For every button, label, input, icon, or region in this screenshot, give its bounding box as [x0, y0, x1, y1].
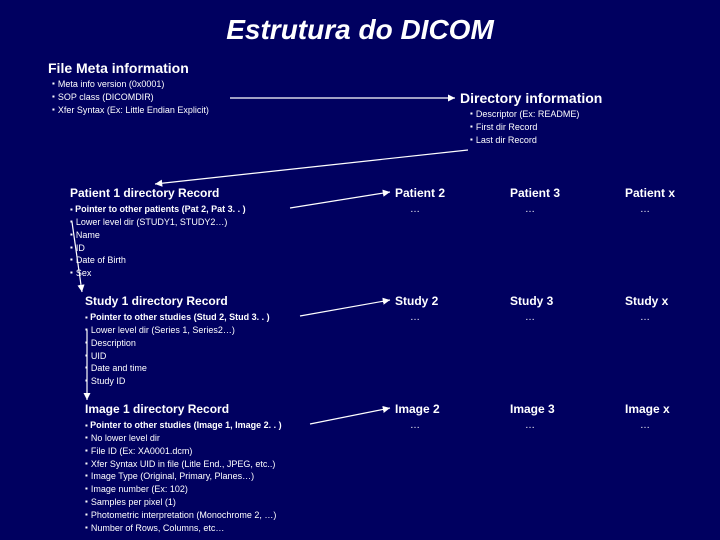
patientx-heading: Patient x: [625, 186, 675, 200]
patient1-sub-text: Pointer to other patients (Pat 2, Pat 3.…: [75, 204, 246, 214]
image3-heading: Image 3: [510, 402, 555, 416]
bullet-item: Last dir Record: [470, 134, 579, 147]
study1-bullets: Lower level dir (Series 1, Series2…)Desc…: [85, 324, 235, 388]
bullet-item: Image Type (Original, Primary, Planes…): [85, 470, 276, 483]
imagex-heading: Image x: [625, 402, 670, 416]
bullet-item: File ID (Ex: XA0001.dcm): [85, 445, 276, 458]
patient1-bullets: Lower level dir (STUDY1, STUDY2…)NameIDD…: [70, 216, 227, 280]
directory-info-heading: Directory information: [460, 90, 602, 106]
bullet-item: Sex: [70, 267, 227, 280]
study3-heading: Study 3: [510, 294, 553, 308]
image2-heading: Image 2: [395, 402, 440, 416]
directory-info-bullets: Descriptor (Ex: README)First dir RecordL…: [470, 108, 579, 146]
file-meta-bullets: Meta info version (0x0001)SOP class (DIC…: [52, 78, 209, 116]
bullet-item: Meta info version (0x0001): [52, 78, 209, 91]
bullet-item: Name: [70, 229, 227, 242]
study2-dots: …: [410, 312, 420, 323]
studyx-heading: Study x: [625, 294, 668, 308]
study1-heading: Study 1 directory Record: [85, 294, 228, 308]
patient2-dots: …: [410, 204, 420, 215]
patient2-heading: Patient 2: [395, 186, 445, 200]
bullet-item: Image number (Ex: 102): [85, 483, 276, 496]
bullet-item: Photometric interpretation (Monochrome 2…: [85, 509, 276, 522]
bullet-item: No lower level dir: [85, 432, 276, 445]
study1-sub-text: Pointer to other studies (Stud 2, Stud 3…: [90, 312, 270, 322]
bullet-item: Date of Birth: [70, 254, 227, 267]
bullet-item: Description: [85, 337, 235, 350]
file-meta-heading: File Meta information: [48, 60, 189, 76]
image3-dots: …: [525, 420, 535, 431]
bullet-item: Lower level dir (Series 1, Series2…): [85, 324, 235, 337]
image1-sub-text: Pointer to other studies (Image 1, Image…: [90, 420, 282, 430]
bullet-item: UID: [85, 350, 235, 363]
slide-title: Estrutura do DICOM: [0, 14, 720, 46]
bullet-item: Date and time: [85, 362, 235, 375]
patientx-dots: …: [640, 204, 650, 215]
patient1-subhead: ▪ Pointer to other patients (Pat 2, Pat …: [70, 204, 246, 214]
image2-dots: …: [410, 420, 420, 431]
bullet-item: Descriptor (Ex: README): [470, 108, 579, 121]
bullet-item: Lower level dir (STUDY1, STUDY2…): [70, 216, 227, 229]
patient3-heading: Patient 3: [510, 186, 560, 200]
bullet-item: ID: [70, 242, 227, 255]
image1-bullets: No lower level dirFile ID (Ex: XA0001.dc…: [85, 432, 276, 534]
bullet-item: Study ID: [85, 375, 235, 388]
bullet-item: Xfer Syntax UID in file (Litle End., JPE…: [85, 458, 276, 471]
bullet-item: Samples per pixel (1): [85, 496, 276, 509]
image1-heading: Image 1 directory Record: [85, 402, 229, 416]
study2-heading: Study 2: [395, 294, 438, 308]
study3-dots: …: [525, 312, 535, 323]
bullet-item: SOP class (DICOMDIR): [52, 91, 209, 104]
bullet-item: Xfer Syntax (Ex: Little Endian Explicit): [52, 104, 209, 117]
bullet-item: Number of Rows, Columns, etc…: [85, 522, 276, 535]
patient3-dots: …: [525, 204, 535, 215]
image1-subhead: ▪ Pointer to other studies (Image 1, Ima…: [85, 420, 282, 430]
study1-subhead: ▪ Pointer to other studies (Stud 2, Stud…: [85, 312, 270, 322]
bullet-item: First dir Record: [470, 121, 579, 134]
patient1-heading: Patient 1 directory Record: [70, 186, 219, 200]
studyx-dots: …: [640, 312, 650, 323]
imagex-dots: …: [640, 420, 650, 431]
